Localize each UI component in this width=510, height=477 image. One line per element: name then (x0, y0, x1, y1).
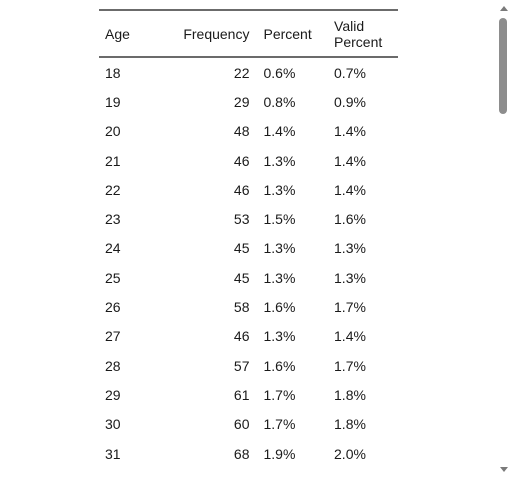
cell-percent: 1.7% (263, 386, 296, 403)
table-row: 22 46 1.3% 1.4% (99, 175, 398, 204)
cell-age: 28 (105, 357, 121, 374)
cell-age: 24 (105, 240, 121, 257)
vertical-scrollbar[interactable] (498, 0, 510, 477)
cell-age: 31 (105, 445, 121, 462)
frequency-table: Age Frequency Percent Valid Percent 18 22 0… (99, 9, 398, 468)
column-header-percent: Percent (263, 25, 312, 42)
column-header-age: Age (105, 25, 130, 42)
cell-percent: 0.6% (263, 64, 296, 81)
cell-valid-percent: 1.8% (334, 416, 366, 433)
cell-age: 19 (105, 93, 121, 110)
cell-percent: 0.8% (263, 93, 296, 110)
chevron-down-icon[interactable] (500, 467, 508, 472)
cell-frequency: 68 (233, 445, 250, 462)
cell-percent: 1.4% (263, 123, 296, 140)
cell-valid-percent: 1.4% (334, 181, 366, 198)
table-body: 18 22 0.6% 0.7% 19 29 0.8% 0.9% 20 48 1.4% 1.4% 21 46… (99, 57, 398, 468)
table-row: 24 45 1.3% 1.3% (99, 234, 398, 263)
valid-percent-line1: Valid (334, 17, 365, 34)
cell-percent: 1.6% (263, 357, 296, 374)
cell-percent: 1.5% (263, 211, 296, 228)
cell-valid-percent: 0.9% (334, 93, 366, 110)
cell-frequency: 60 (233, 416, 250, 433)
cell-percent: 1.9% (263, 445, 296, 462)
cell-frequency: 46 (233, 152, 250, 169)
cell-frequency: 53 (233, 211, 250, 228)
header-row: Age Frequency Percent Valid Percent (99, 10, 398, 57)
table-row: 26 58 1.6% 1.7% (99, 292, 398, 321)
cell-valid-percent: 1.3% (334, 269, 366, 286)
cell-frequency: 45 (233, 269, 250, 286)
cell-valid-percent: 1.4% (334, 328, 366, 345)
cell-frequency: 29 (233, 93, 250, 110)
column-header-valid-percent: Valid Percent (334, 10, 398, 57)
table-row: 21 46 1.3% 1.4% (99, 146, 398, 175)
table-row: 25 45 1.3% 1.3% (99, 263, 398, 292)
cell-age: 20 (105, 123, 121, 140)
cell-percent: 1.3% (263, 240, 296, 257)
table-row: 18 22 0.6% 0.7% (99, 57, 398, 87)
cell-percent: 1.7% (263, 416, 296, 433)
table-row: 23 53 1.5% 1.6% (99, 204, 398, 233)
cell-age: 30 (105, 416, 121, 433)
cell-age: 27 (105, 328, 121, 345)
cell-valid-percent: 1.6% (334, 211, 366, 228)
cell-percent: 1.3% (263, 181, 296, 198)
column-header-frequency: Frequency (183, 25, 250, 42)
table-container: Age Frequency Percent Valid Percent 18 22 0… (99, 9, 398, 468)
table-row: 19 29 0.8% 0.9% (99, 87, 398, 116)
cell-valid-percent: 1.7% (334, 299, 366, 316)
cell-age: 21 (105, 152, 121, 169)
cell-percent: 1.6% (263, 299, 296, 316)
scrollbar-thumb[interactable] (499, 18, 507, 114)
cell-frequency: 48 (233, 123, 250, 140)
cell-age: 25 (105, 269, 121, 286)
cell-valid-percent: 1.4% (334, 123, 366, 140)
table-row: 29 61 1.7% 1.8% (99, 380, 398, 409)
cell-percent: 1.3% (263, 269, 296, 286)
cell-frequency: 46 (233, 328, 250, 345)
cell-valid-percent: 0.7% (334, 64, 366, 81)
cell-valid-percent: 1.4% (334, 152, 366, 169)
cell-valid-percent: 1.8% (334, 386, 366, 403)
cell-frequency: 58 (233, 299, 250, 316)
cell-frequency: 61 (233, 386, 250, 403)
table-header: Age Frequency Percent Valid Percent (99, 10, 398, 57)
table-row: 28 57 1.6% 1.7% (99, 351, 398, 380)
table-row: 30 60 1.7% 1.8% (99, 410, 398, 439)
table-row: 20 48 1.4% 1.4% (99, 117, 398, 146)
cell-valid-percent: 1.3% (334, 240, 366, 257)
cell-age: 18 (105, 64, 121, 81)
cell-age: 26 (105, 299, 121, 316)
cell-frequency: 22 (233, 64, 250, 81)
cell-frequency: 46 (233, 181, 250, 198)
cell-percent: 1.3% (263, 328, 296, 345)
cell-valid-percent: 1.7% (334, 357, 366, 374)
cell-percent: 1.3% (263, 152, 296, 169)
table-row: 31 68 1.9% 2.0% (99, 439, 398, 468)
cell-age: 22 (105, 181, 121, 198)
cell-age: 29 (105, 386, 121, 403)
table-row: 27 46 1.3% 1.4% (99, 322, 398, 351)
cell-valid-percent: 2.0% (334, 445, 366, 462)
valid-percent-line2: Percent (334, 33, 383, 50)
cell-frequency: 45 (233, 240, 250, 257)
cell-age: 23 (105, 211, 121, 228)
cell-frequency: 57 (233, 357, 250, 374)
chevron-up-icon[interactable] (500, 6, 508, 11)
